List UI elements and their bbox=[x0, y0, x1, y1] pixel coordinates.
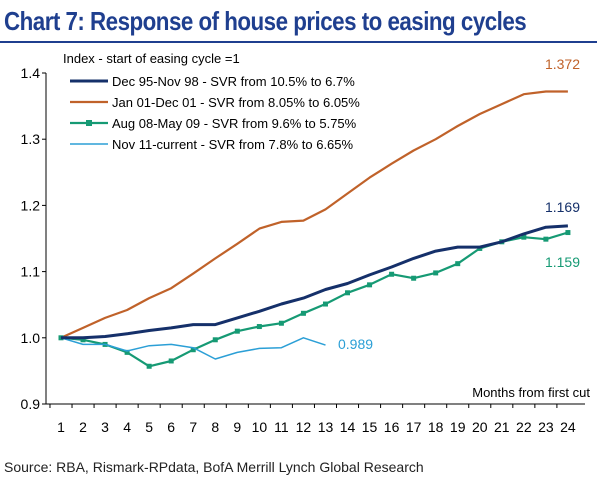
x-tick-label: 18 bbox=[428, 419, 444, 435]
x-tick-label: 6 bbox=[167, 419, 175, 435]
x-tick-label: 4 bbox=[123, 419, 131, 435]
legend-entry: Jan 01-Dec 01 - SVR from 8.05% to 6.05% bbox=[112, 95, 360, 110]
end-value-label: 1.159 bbox=[545, 254, 580, 270]
y-tick-label: 1.4 bbox=[21, 65, 41, 81]
series-point bbox=[521, 234, 527, 240]
series-point bbox=[278, 320, 284, 326]
y-axis-label: Index - start of easing cycle =1 bbox=[63, 51, 240, 66]
x-tick-label: 21 bbox=[494, 419, 510, 435]
series-point bbox=[455, 261, 461, 267]
x-tick-label: 23 bbox=[538, 419, 554, 435]
x-tick-label: 15 bbox=[362, 419, 378, 435]
legend-marker bbox=[86, 120, 92, 126]
series-point bbox=[80, 337, 86, 343]
y-tick-labels: 0.9 1.0 1.1 1.2 1.3 1.4 bbox=[21, 65, 41, 412]
x-tick-label: 2 bbox=[79, 419, 87, 435]
series-point bbox=[212, 337, 218, 343]
x-tick-label: 8 bbox=[211, 419, 219, 435]
series-point bbox=[433, 270, 439, 276]
chart-legend: Dec 95-Nov 98 - SVR from 10.5% to 6.7% Ja… bbox=[70, 74, 360, 152]
y-tick-label: 1.3 bbox=[21, 131, 41, 147]
x-tick-label: 24 bbox=[560, 419, 576, 435]
legend-entry: Aug 08-May 09 - SVR from 9.6% to 5.75% bbox=[112, 116, 357, 131]
series-point bbox=[124, 349, 130, 355]
x-tick-label: 14 bbox=[340, 419, 356, 435]
x-tick-label: 20 bbox=[472, 419, 488, 435]
series-point bbox=[411, 275, 417, 281]
title-rule bbox=[0, 41, 597, 43]
legend-entry: Nov 11-current - SVR from 7.8% to 6.65% bbox=[112, 137, 354, 152]
chart-series bbox=[58, 90, 571, 369]
x-tick-label: 13 bbox=[318, 419, 334, 435]
series-point bbox=[345, 290, 351, 296]
series-point bbox=[256, 324, 262, 330]
series-line bbox=[61, 224, 568, 340]
series-line bbox=[60, 90, 568, 339]
x-tick-label: 17 bbox=[406, 419, 422, 435]
series-point bbox=[146, 363, 152, 369]
x-tick-label: 10 bbox=[252, 419, 268, 435]
series-point bbox=[565, 230, 571, 236]
chart-axes bbox=[42, 72, 585, 408]
x-tick-label: 1 bbox=[57, 419, 65, 435]
page-title: Chart 7: Response of house prices to eas… bbox=[4, 6, 527, 36]
end-value-labels: 1.169 1.372 1.159 0.989 bbox=[338, 56, 580, 352]
x-tick-label: 3 bbox=[101, 419, 109, 435]
end-value-label: 0.989 bbox=[338, 336, 373, 352]
x-tick-label: 12 bbox=[296, 419, 312, 435]
series-point bbox=[300, 310, 306, 316]
x-tick-label: 19 bbox=[450, 419, 466, 435]
series-line bbox=[60, 231, 569, 368]
series-point bbox=[190, 347, 196, 353]
series-point bbox=[389, 271, 395, 277]
series-point bbox=[367, 282, 373, 288]
x-axis-label: Months from first cut bbox=[472, 385, 590, 400]
x-tick-label: 16 bbox=[384, 419, 400, 435]
source-note: Source: RBA, Rismark-RPdata, BofA Merril… bbox=[4, 459, 424, 475]
end-value-label: 1.169 bbox=[545, 199, 580, 215]
x-tick-label: 9 bbox=[233, 419, 241, 435]
x-tick-label: 5 bbox=[145, 419, 153, 435]
series-line bbox=[60, 337, 326, 360]
y-tick-label: 1.1 bbox=[21, 264, 41, 280]
y-tick-label: 1.2 bbox=[21, 197, 41, 213]
end-value-label: 1.372 bbox=[545, 56, 580, 72]
series-point bbox=[168, 358, 174, 364]
x-tick-labels: 1 2 3 4 5 6 7 8 9 10 11 12 13 14 15 16 17 18 19 20 21 22 23 24 bbox=[57, 419, 576, 435]
x-tick-label: 7 bbox=[189, 419, 197, 435]
series-point bbox=[322, 301, 328, 307]
x-tick-label: 22 bbox=[516, 419, 532, 435]
y-tick-label: 1.0 bbox=[21, 330, 41, 346]
series-point bbox=[234, 328, 240, 334]
y-tick-label: 0.9 bbox=[21, 396, 41, 412]
series-point bbox=[543, 236, 549, 242]
legend-entry: Dec 95-Nov 98 - SVR from 10.5% to 6.7% bbox=[112, 74, 355, 89]
x-tick-label: 11 bbox=[274, 419, 289, 435]
